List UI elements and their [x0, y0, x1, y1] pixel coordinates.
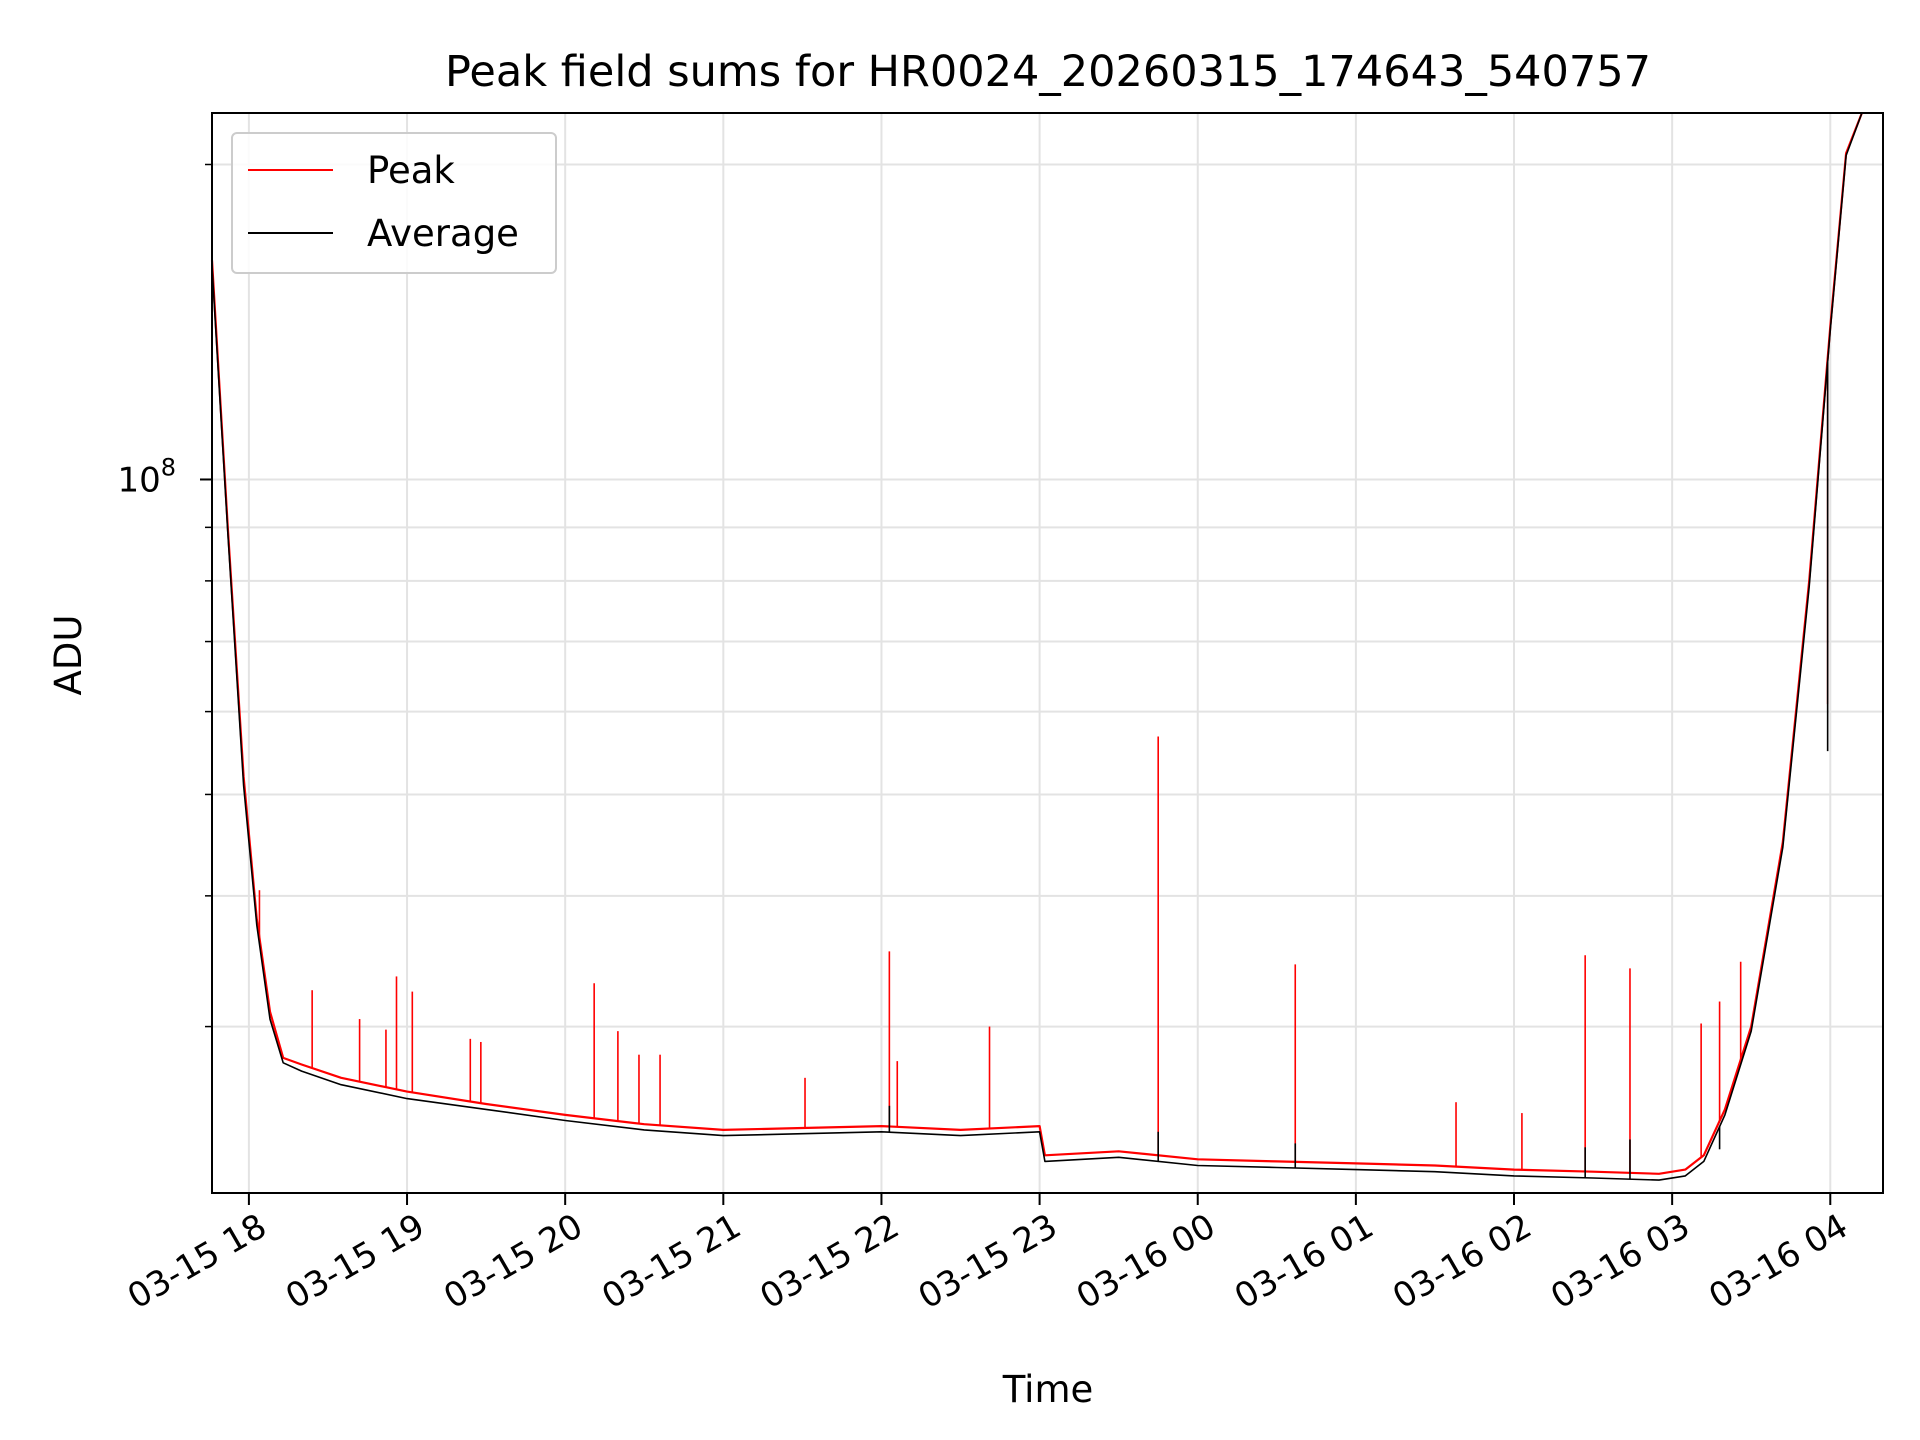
chart-title: Peak field sums for HR0024_20260315_1746…	[445, 47, 1651, 97]
y-tick-label: 108	[117, 453, 176, 500]
plot-series	[210, 112, 1863, 1181]
series-line-peak	[210, 112, 1863, 1175]
y-axis-label: ADU	[47, 615, 90, 696]
x-axis-label: Time	[1002, 1368, 1094, 1411]
legend-label-average: Average	[367, 212, 519, 255]
legend-box	[231, 132, 557, 274]
plot-frame	[211, 112, 1884, 1194]
series-line-average	[211, 112, 1863, 1181]
series-average	[211, 112, 1863, 1181]
legend: Peak Average	[231, 132, 557, 274]
legend-label-peak: Peak	[367, 149, 455, 192]
series-peak	[210, 112, 1863, 1175]
